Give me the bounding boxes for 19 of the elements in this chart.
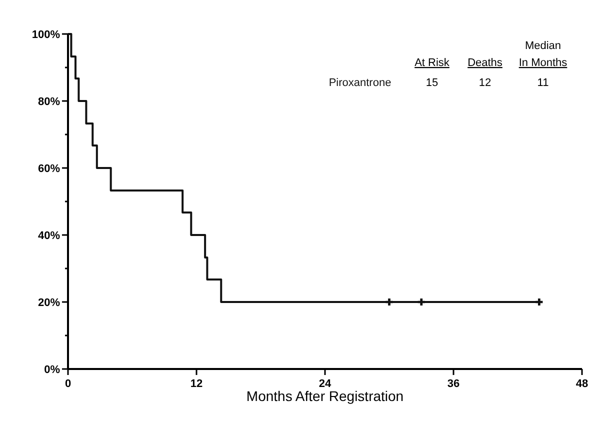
- x-tick-label: 12: [190, 378, 203, 390]
- x-axis-title: Months After Registration: [246, 388, 404, 404]
- y-tick-label: 80%: [38, 96, 60, 108]
- y-tick-label: 100%: [32, 28, 60, 41]
- annotation: 11: [537, 77, 549, 89]
- annotation: Median In Months: [518, 40, 568, 69]
- annotation: Deaths: [468, 57, 503, 69]
- y-tick-label: 0%: [44, 364, 60, 376]
- x-tick-label: 24: [318, 378, 332, 390]
- annotation: At Risk: [414, 57, 450, 69]
- y-tick-label: 20%: [38, 296, 60, 309]
- x-tick-label: 48: [576, 378, 588, 390]
- y-tick-label: 40%: [38, 230, 60, 242]
- x-tick-label: 36: [447, 378, 460, 390]
- text: Piroxantrone: [328, 77, 392, 89]
- annotation: 15: [426, 77, 438, 89]
- annotation: 12: [478, 77, 492, 89]
- x-tick-label: 0: [64, 378, 72, 390]
- y-tick-label: 60%: [38, 162, 60, 175]
